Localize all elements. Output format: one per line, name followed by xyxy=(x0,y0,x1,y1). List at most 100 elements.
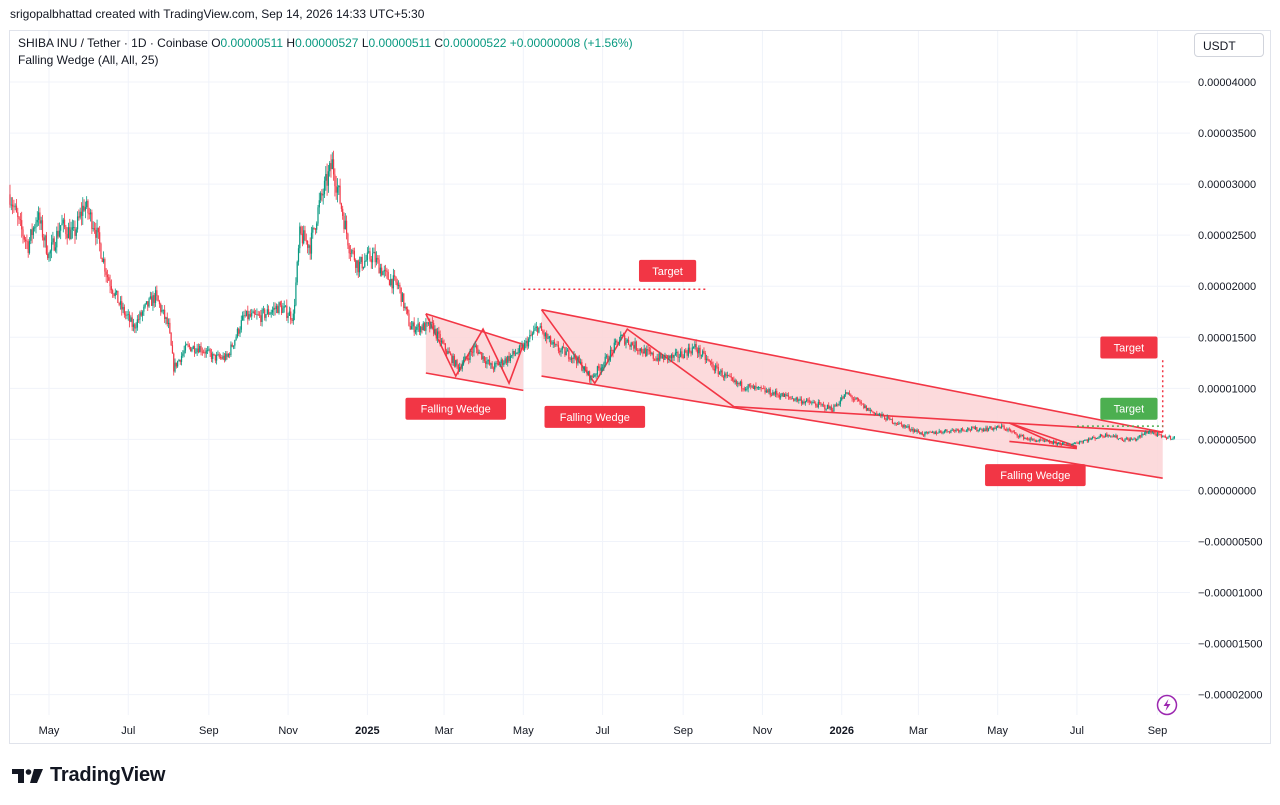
candle-body xyxy=(1007,429,1009,431)
candle-body xyxy=(230,344,232,356)
candle-body xyxy=(682,356,684,359)
candle-body xyxy=(483,356,485,362)
candle-body xyxy=(1104,433,1107,437)
candle-body xyxy=(555,344,557,346)
candle-body xyxy=(365,259,367,262)
candle-body xyxy=(247,310,249,320)
falling-wedge-label[interactable]: Falling Wedge xyxy=(544,405,646,428)
candle-body xyxy=(425,322,427,331)
candle-body xyxy=(707,358,709,360)
candle-body xyxy=(508,356,510,361)
candle-body xyxy=(511,355,513,357)
candle-body xyxy=(937,432,939,434)
candle-body xyxy=(954,429,956,432)
candle-body xyxy=(945,429,947,431)
candle-body xyxy=(452,356,454,364)
x-tick-label: May xyxy=(39,725,60,737)
candle-body xyxy=(747,384,749,389)
candle-body xyxy=(947,431,949,433)
legend-indicator[interactable]: Falling Wedge (All, All, 25) xyxy=(18,53,159,67)
y-tick-label: −0.00001500 xyxy=(1198,639,1263,651)
candle-body xyxy=(356,260,358,268)
candle-body xyxy=(357,260,359,273)
candle-body xyxy=(304,230,306,241)
candle-body xyxy=(642,351,644,354)
candle-body xyxy=(41,220,44,238)
candle-body xyxy=(221,357,223,359)
candle-body xyxy=(268,309,270,315)
candle-body xyxy=(1000,425,1003,429)
candle-body xyxy=(598,366,600,369)
currency-button[interactable]: USDT xyxy=(1194,33,1264,57)
candle-body xyxy=(644,348,647,356)
candle-body xyxy=(40,220,42,224)
candle-body xyxy=(858,399,860,402)
candle-body xyxy=(80,211,83,216)
candle-body xyxy=(1081,441,1083,443)
candle-body xyxy=(226,353,228,357)
candle-body xyxy=(18,217,20,220)
candle-body xyxy=(1107,435,1109,437)
candle-body xyxy=(787,395,790,397)
candle-body xyxy=(327,171,329,186)
candle-body xyxy=(540,326,543,331)
candle-body xyxy=(297,248,300,262)
wedge-upper-line xyxy=(425,313,524,346)
candle-body xyxy=(932,431,934,433)
candle-body xyxy=(783,394,786,397)
candle-body xyxy=(533,330,535,334)
candle-body xyxy=(856,397,858,400)
target-label[interactable]: Target xyxy=(1100,336,1158,359)
candle-body xyxy=(222,355,224,359)
candle-body xyxy=(911,428,913,431)
candle-body xyxy=(106,274,109,278)
candle-body xyxy=(75,229,77,236)
candle-body xyxy=(848,393,851,395)
candle-body xyxy=(431,321,433,323)
falling-wedge-label[interactable]: Falling Wedge xyxy=(405,397,507,420)
candle-body xyxy=(199,346,201,353)
candle-body xyxy=(913,429,916,432)
candle-body xyxy=(646,349,648,356)
target-label[interactable]: Target xyxy=(1100,397,1158,420)
candle-body xyxy=(796,397,799,401)
candle-body xyxy=(244,315,246,317)
candle-body xyxy=(885,419,887,421)
candle-body xyxy=(633,345,635,349)
falling-wedge-label[interactable]: Falling Wedge xyxy=(985,464,1086,487)
candle-body xyxy=(739,381,741,385)
candle-body xyxy=(847,393,849,394)
candle-body xyxy=(876,413,878,415)
candle-body xyxy=(985,427,987,432)
legend-open: 0.00000511 xyxy=(220,36,284,50)
candle-body xyxy=(698,347,700,354)
candle-body xyxy=(240,320,242,330)
candle-body xyxy=(227,353,229,357)
wedge-fill xyxy=(541,309,1163,479)
candle-body xyxy=(592,376,595,378)
candle-body xyxy=(229,353,231,356)
candle-body xyxy=(34,227,36,229)
candle-body xyxy=(1047,440,1049,442)
candle-body xyxy=(15,205,18,213)
candle-body xyxy=(477,348,479,354)
candle-body xyxy=(325,173,327,181)
candle-body xyxy=(711,362,713,364)
candle-body xyxy=(45,235,47,254)
candle-body xyxy=(997,425,999,428)
candle-body xyxy=(993,427,995,430)
target-label[interactable]: Target xyxy=(638,259,697,282)
candle-body xyxy=(569,358,571,360)
x-tick-label: May xyxy=(987,725,1008,737)
candle-body xyxy=(410,326,413,330)
candle-body xyxy=(1063,442,1065,444)
candle-body xyxy=(841,397,843,401)
legend-symbol[interactable]: SHIBA INU / Tether · 1D · Coinbase xyxy=(18,36,208,50)
lightning-icon[interactable] xyxy=(1156,694,1178,716)
candle-body xyxy=(1090,438,1092,440)
candle-body xyxy=(522,345,524,350)
candle-body xyxy=(573,354,575,359)
candle-body xyxy=(691,347,693,354)
candle-body xyxy=(728,375,730,377)
